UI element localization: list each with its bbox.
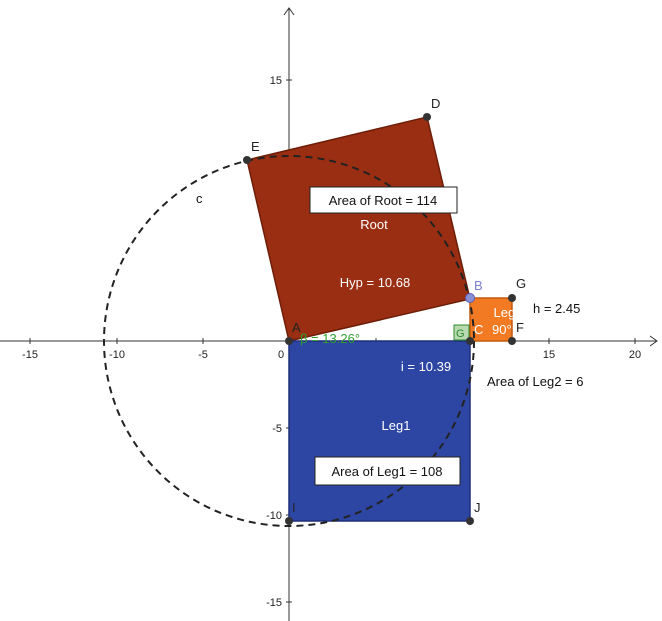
point-b[interactable] [465, 293, 475, 303]
point-g[interactable] [508, 294, 516, 302]
area-leg2-text: Area of Leg2 = 6 [487, 374, 584, 389]
point-e[interactable] [243, 156, 251, 164]
root-label: Root [360, 217, 388, 232]
y-tick-label: 15 [270, 75, 282, 87]
leg1-square[interactable] [288, 340, 471, 522]
circle-label: c [196, 191, 203, 206]
x-tick-label: 20 [629, 349, 641, 361]
point-d[interactable] [423, 113, 431, 121]
area-leg1-text: Area of Leg1 = 108 [332, 464, 443, 479]
root-square[interactable] [246, 116, 471, 342]
leg2-label: Leg2 [494, 305, 523, 320]
point-j[interactable] [466, 517, 474, 525]
beta-angle-label: β = 13.26° [300, 331, 360, 346]
x-tick-label: 0 [278, 349, 284, 361]
y-tick-label: -15 [266, 597, 282, 609]
leg2-square[interactable] [469, 297, 513, 342]
angle-c-label: 90° [492, 322, 512, 337]
x-tick-label: -15 [22, 349, 38, 361]
x-axis-arrow [649, 335, 658, 347]
point-g-label: G [516, 276, 526, 291]
x-tick-label: -10 [109, 349, 125, 361]
point-e-label: E [251, 139, 260, 154]
point-f-label: F [516, 320, 524, 335]
y-axis-arrow [283, 7, 295, 16]
point-i-label: I [292, 500, 296, 515]
i-length-label: i = 10.39 [401, 359, 451, 374]
point-a[interactable] [285, 337, 293, 345]
leg1-label: Leg1 [382, 418, 411, 433]
point-b-label: B [474, 278, 483, 293]
area-root-text: Area of Root = 114 [329, 193, 438, 208]
point-c-label: C [474, 322, 483, 337]
area-leg1-box [314, 456, 461, 486]
y-tick-label: -5 [272, 423, 282, 435]
right-angle-marker [453, 324, 470, 341]
y-tick-label: -10 [266, 510, 282, 522]
point-d-label: D [431, 96, 440, 111]
point-f[interactable] [508, 337, 516, 345]
h-length-label: h = 2.45 [533, 301, 580, 316]
area-root-box [309, 186, 458, 214]
point-i[interactable] [285, 517, 293, 525]
x-tick-label: -5 [198, 349, 208, 361]
x-tick-label: 15 [543, 349, 555, 361]
hyp-label: Hyp = 10.68 [340, 275, 410, 290]
right-angle-marker-label: G [456, 328, 465, 340]
point-a-label: A [292, 320, 301, 335]
point-c[interactable] [466, 337, 474, 345]
point-j-label: J [474, 500, 481, 515]
